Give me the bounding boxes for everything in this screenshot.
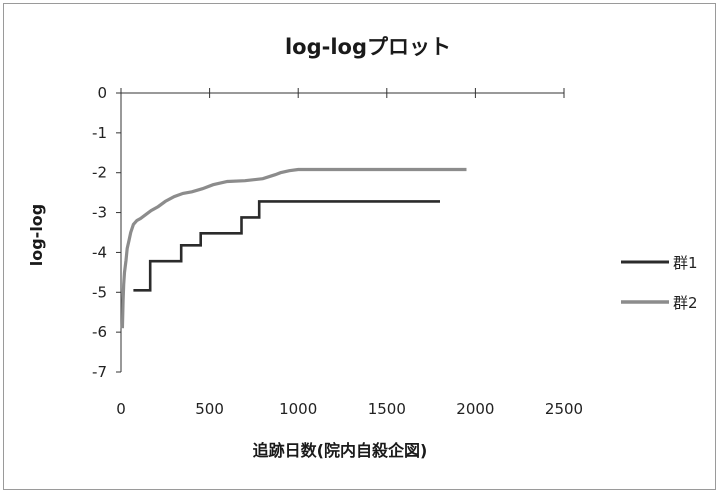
x-tick-label: 2000 — [456, 400, 494, 418]
y-axis-title: log-log — [27, 204, 46, 267]
y-tick-label: -4 — [92, 243, 107, 261]
chart-title: log-logプロット — [285, 35, 451, 59]
y-tick-label: -7 — [92, 363, 107, 381]
legend: 群1 群2 — [621, 254, 698, 312]
chart-frame — [3, 3, 716, 490]
y-tick-label: -6 — [92, 323, 107, 341]
y-tick-label: -5 — [92, 283, 107, 301]
plot-area: 0 -1 -2 -3 -4 -5 -6 -7 0 500 1000 1500 2000 2500 — [92, 84, 583, 418]
y-tick-label: 0 — [97, 84, 107, 102]
series-line-2 — [120, 167, 467, 329]
x-tick-label: 500 — [195, 400, 224, 418]
x-tick-label: 1000 — [279, 400, 317, 418]
legend-label-2: 群2 — [673, 294, 698, 312]
series-line-1 — [133, 200, 440, 292]
y-tick-label: -2 — [92, 164, 107, 182]
y-tick-label: -1 — [92, 124, 107, 142]
x-tick-label: 2500 — [545, 400, 583, 418]
y-tick-label: -3 — [92, 204, 107, 222]
x-tick-label: 0 — [116, 400, 126, 418]
legend-label-1: 群1 — [673, 254, 698, 272]
x-axis-title: 追跡日数(院内自殺企図) — [253, 441, 428, 460]
x-tick-label: 1500 — [368, 400, 406, 418]
